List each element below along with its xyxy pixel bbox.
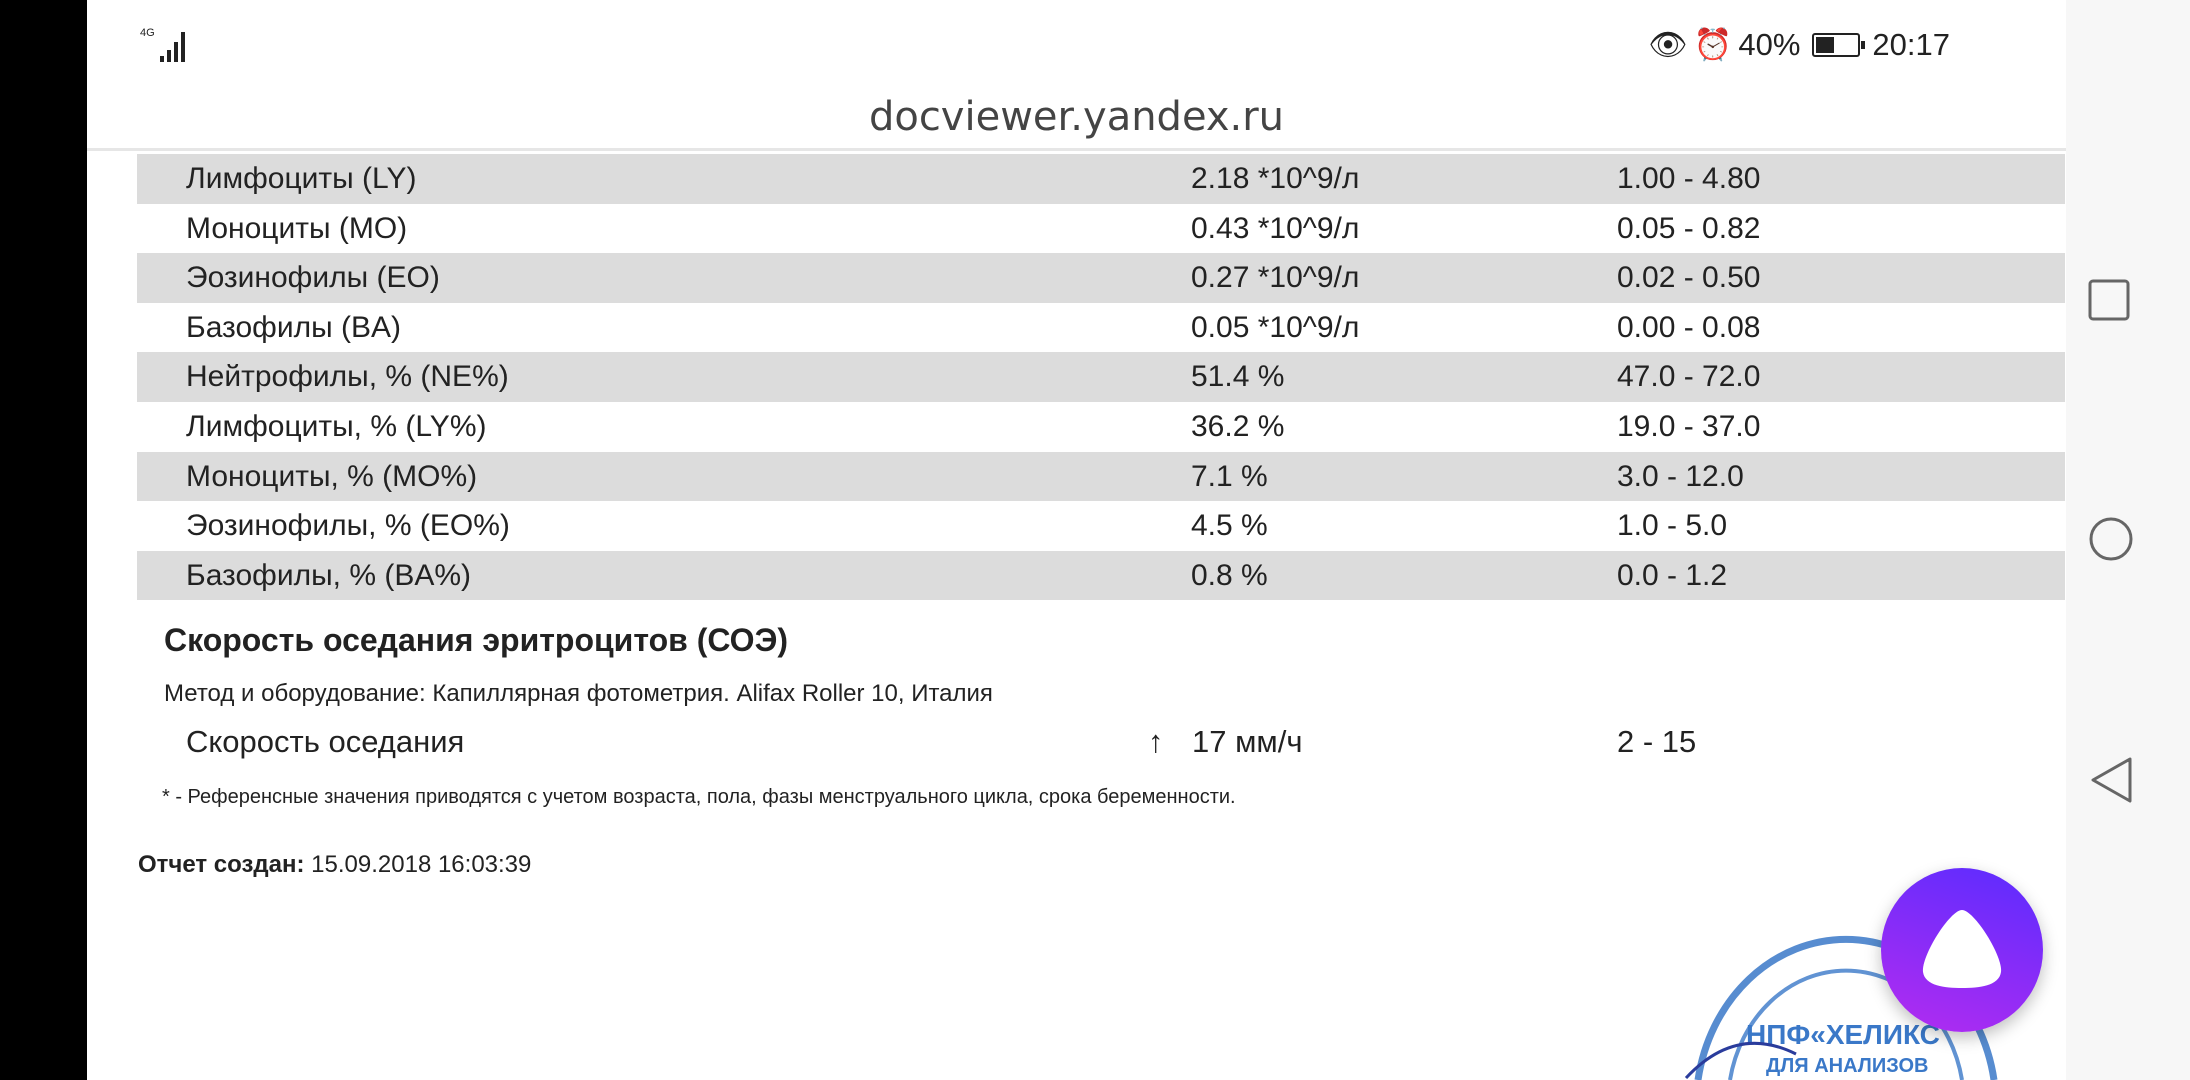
back-button[interactable] [2088,756,2134,809]
alarm-icon: ⏰ [1693,27,1733,62]
test-value: 4.5 % [1191,509,1268,543]
reference-range: 0.00 - 0.08 [1617,310,1761,344]
signal-icon: 4G [140,28,185,62]
test-name: Эозинофилы, % (EO%) [186,509,510,543]
report-created: Отчет создан: 15.09.2018 16:03:39 [138,851,531,879]
test-name: Лимфоциты, % (LY%) [186,409,487,443]
test-name: Базофилы (BA) [186,310,401,344]
esr-value: 17 мм/ч [1192,724,1303,759]
section-heading: Скорость оседания эритроцитов (СОЭ) [164,622,788,658]
table-row: Нейтрофилы, % (NE%) 51.4 % 47.0 - 72.0 [137,352,2065,402]
battery-percent: 40% [1738,26,1801,62]
svg-text:ДЛЯ АНАЛИЗОВ: ДЛЯ АНАЛИЗОВ [1766,1055,1928,1077]
table-row: Лимфоциты (LY) 2.18 *10^9/л 1.00 - 4.80 [137,154,2065,204]
test-name: Базофилы, % (BA%) [186,558,471,592]
table-row: Эозинофилы (EO) 0.27 *10^9/л 0.02 - 0.50 [137,253,2065,303]
table-row: Эозинофилы, % (EO%) 4.5 % 1.0 - 5.0 [137,501,2065,551]
clock: 20:17 [1872,26,1950,62]
test-value: 36.2 % [1191,409,1285,443]
recent-apps-button[interactable] [2088,279,2132,328]
test-value: 0.27 *10^9/л [1191,261,1360,295]
results-table: Лимфоциты (LY) 2.18 *10^9/л 1.00 - 4.80 Мон… [137,154,2065,601]
reference-range: 47.0 - 72.0 [1617,360,1761,394]
reference-range: 19.0 - 37.0 [1617,409,1761,443]
reference-range: 3.0 - 12.0 [1617,459,1744,493]
address-bar[interactable]: docviewer.yandex.ru [87,0,2066,151]
esr-ref: 2 - 15 [1617,724,1697,759]
report-label: Отчет создан: [138,851,305,878]
test-value: 0.05 *10^9/л [1191,310,1360,344]
alice-assistant-button[interactable] [1881,868,2043,1032]
test-name: Моноциты (MO) [186,211,408,245]
test-name: Эозинофилы (EO) [186,261,440,295]
svg-text:НПФ«ХЕЛИКС: НПФ«ХЕЛИКС [1746,1019,1940,1050]
test-value: 0.8 % [1191,558,1268,592]
esr-name: Скорость оседания [186,724,465,759]
test-name: Нейтрофилы, % (NE%) [186,360,509,394]
method-text: Метод и оборудование: Капиллярная фотоме… [164,680,993,707]
test-name: Лимфоциты (LY) [186,162,417,195]
reference-range: 1.00 - 4.80 [1617,162,1761,195]
test-value: 7.1 % [1191,459,1268,493]
reference-range: 0.0 - 1.2 [1617,558,1728,592]
test-value: 2.18 *10^9/л [1191,162,1360,195]
navigation-bar [2066,0,2190,1080]
battery-icon [1812,32,1866,57]
status-right: 👁 ⏰ 40% 20:17 [1648,26,1950,63]
test-value: 0.43 *10^9/л [1191,211,1360,245]
reference-range: 0.02 - 0.50 [1617,261,1761,295]
report-date: 15.09.2018 16:03:39 [311,851,532,878]
test-value: 51.4 % [1191,360,1285,394]
eye-icon: 👁 [1648,27,1688,62]
arrow-up-icon: ↑ [1148,724,1164,759]
table-row: Базофилы, % (BA%) 0.8 % 0.0 - 1.2 [137,550,2065,601]
alice-icon [1922,910,2002,988]
table-row: Моноциты, % (MO%) 7.1 % 3.0 - 12.0 [137,451,2065,502]
stamp-image: НПФ«ХЕЛИКС ДЛЯ АНАЛИЗОВ [1676,894,2016,1080]
reference-range: 1.0 - 5.0 [1617,509,1728,543]
home-button[interactable] [2088,516,2134,567]
left-black-bar [0,0,87,1080]
url-text[interactable]: docviewer.yandex.ru [868,94,1285,140]
network-type: 4G [140,27,155,39]
reference-range: 0.05 - 0.82 [1617,211,1761,245]
table-row: Лимфоциты, % (LY%) 36.2 % 19.0 - 37.0 [137,402,2065,452]
footnote: * - Референсные значения приводятся с уч… [162,786,1236,808]
test-name: Моноциты, % (MO%) [186,459,478,493]
table-row: Базофилы (BA) 0.05 *10^9/л 0.00 - 0.08 [137,303,2065,353]
table-row: Моноциты (MO) 0.43 *10^9/л 0.05 - 0.82 [137,204,2065,254]
